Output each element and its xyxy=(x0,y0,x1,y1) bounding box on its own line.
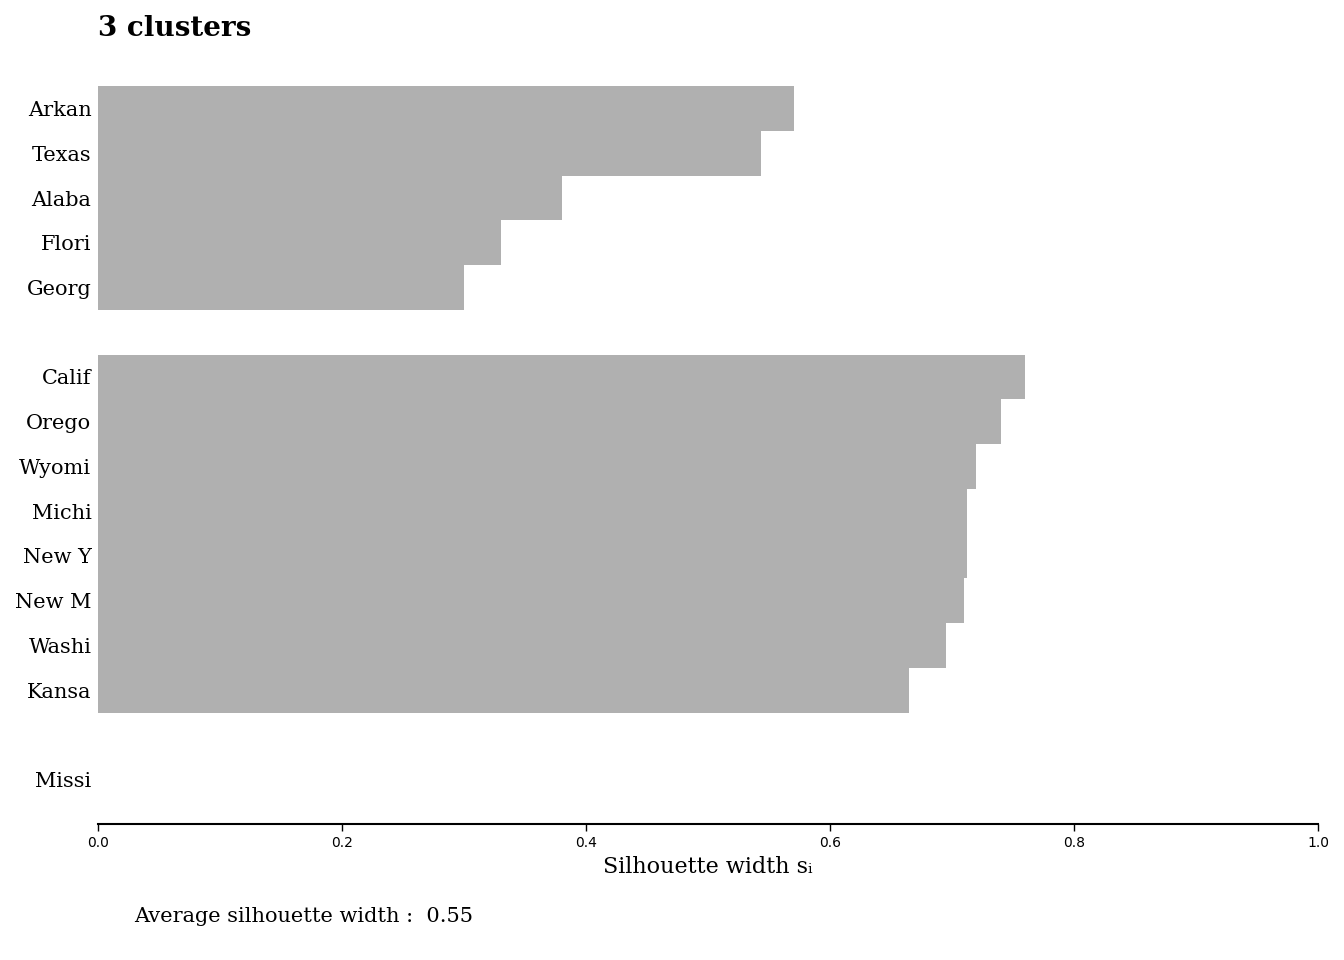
Bar xyxy=(98,354,1025,399)
Bar xyxy=(98,176,562,221)
Bar xyxy=(98,623,946,668)
Bar xyxy=(98,86,793,131)
Bar xyxy=(98,578,964,623)
Bar xyxy=(98,131,761,176)
X-axis label: Silhouette width sᵢ: Silhouette width sᵢ xyxy=(603,855,813,877)
Bar xyxy=(98,489,966,534)
Text: 3 clusters: 3 clusters xyxy=(98,15,251,42)
Bar xyxy=(98,399,1001,444)
Bar xyxy=(98,534,966,578)
Bar xyxy=(98,444,977,489)
Text: Average silhouette width :  0.55: Average silhouette width : 0.55 xyxy=(134,906,473,925)
Bar xyxy=(98,668,910,712)
Bar xyxy=(98,265,464,310)
Bar xyxy=(98,221,501,265)
